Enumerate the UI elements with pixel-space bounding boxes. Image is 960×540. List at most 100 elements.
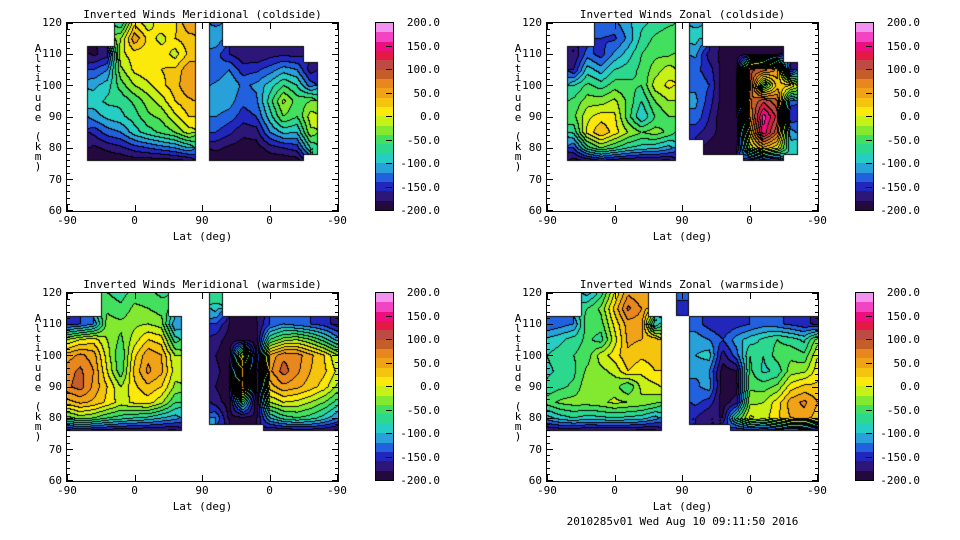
y-minor-tick bbox=[67, 436, 70, 437]
y-minor-tick bbox=[547, 443, 550, 444]
y-minor-tick bbox=[815, 455, 818, 456]
y-minor-tick bbox=[335, 67, 338, 68]
colorbar-tick bbox=[386, 116, 392, 117]
colorbar bbox=[855, 22, 874, 211]
colorbar-band bbox=[856, 330, 873, 340]
colorbar-band bbox=[376, 311, 393, 322]
y-minor-tick bbox=[335, 42, 338, 43]
y-minor-tick bbox=[67, 330, 70, 331]
colorbar-tick-label: 100.0 bbox=[406, 63, 440, 76]
colorbar-tick bbox=[866, 46, 872, 47]
colorbar-band bbox=[856, 414, 873, 424]
y-minor-tick bbox=[815, 337, 818, 338]
y-tick-label: 90 bbox=[48, 110, 62, 123]
colorbar-band bbox=[856, 107, 873, 117]
y-major-tick bbox=[332, 179, 338, 180]
y-major-tick bbox=[812, 85, 818, 86]
y-major-tick bbox=[67, 418, 73, 419]
y-minor-tick bbox=[335, 430, 338, 431]
x-tick-label: -90 bbox=[807, 214, 827, 227]
contour-canvas bbox=[67, 293, 338, 481]
y-axis-label-char: t bbox=[514, 331, 522, 345]
y-minor-tick bbox=[547, 154, 550, 155]
y-major-tick bbox=[547, 23, 553, 24]
colorbar-band bbox=[376, 302, 393, 312]
colorbar-band bbox=[376, 349, 393, 359]
y-minor-tick bbox=[547, 141, 550, 142]
x-major-tick bbox=[270, 23, 271, 29]
y-minor-tick bbox=[547, 474, 550, 475]
colorbar-tick-label: 150.0 bbox=[886, 309, 920, 323]
x-tick-label: 0 bbox=[746, 484, 753, 497]
y-minor-tick bbox=[67, 337, 70, 338]
y-minor-tick bbox=[335, 343, 338, 344]
colorbar-tick bbox=[386, 386, 392, 387]
y-axis-label-char: l bbox=[34, 51, 42, 65]
colorbar-band bbox=[856, 377, 873, 387]
y-major-tick bbox=[547, 117, 553, 118]
y-tick-label: 120 bbox=[522, 286, 542, 299]
y-minor-tick bbox=[335, 141, 338, 142]
y-minor-tick bbox=[815, 468, 818, 469]
y-minor-tick bbox=[67, 343, 70, 344]
colorbar-band bbox=[376, 69, 393, 80]
colorbar-tick-label: 200.0 bbox=[886, 286, 920, 299]
y-minor-tick bbox=[815, 318, 818, 319]
colorbar-tick bbox=[866, 433, 872, 434]
y-minor-tick bbox=[547, 430, 550, 431]
y-minor-tick bbox=[335, 166, 338, 167]
colorbar-band bbox=[376, 451, 393, 462]
plot-area bbox=[546, 22, 819, 212]
y-minor-tick bbox=[547, 305, 550, 306]
y-minor-tick bbox=[547, 29, 550, 30]
colorbar-tick-label: 200.0 bbox=[406, 16, 440, 29]
colorbar-tick bbox=[386, 187, 392, 188]
y-major-tick bbox=[67, 117, 73, 118]
y-tick-label: 60 bbox=[528, 204, 542, 217]
colorbar-tick-label: -150.0 bbox=[880, 450, 920, 464]
colorbar-band bbox=[376, 367, 393, 378]
y-tick-label: 80 bbox=[528, 411, 542, 425]
colorbar-band bbox=[376, 172, 393, 182]
x-tick-label: 0 bbox=[131, 484, 138, 497]
y-minor-tick bbox=[335, 411, 338, 412]
plot-area bbox=[66, 22, 339, 212]
y-minor-tick bbox=[67, 160, 70, 161]
x-tick-label: 90 bbox=[195, 214, 209, 227]
colorbar-tick-label: 150.0 bbox=[406, 39, 440, 53]
x-major-tick bbox=[547, 475, 548, 481]
colorbar-band bbox=[856, 433, 873, 443]
y-minor-tick bbox=[547, 461, 550, 462]
y-minor-tick bbox=[815, 129, 818, 130]
colorbar-band bbox=[856, 358, 873, 368]
y-axis-label-char: ( bbox=[514, 130, 522, 144]
y-minor-tick bbox=[547, 337, 550, 338]
y-minor-tick bbox=[335, 92, 338, 93]
y-minor-tick bbox=[335, 73, 338, 74]
y-minor-tick bbox=[815, 191, 818, 192]
colorbar-band bbox=[856, 163, 873, 173]
y-minor-tick bbox=[67, 110, 70, 111]
colorbar-band bbox=[856, 321, 873, 331]
colorbar-band bbox=[856, 79, 873, 89]
y-minor-tick bbox=[67, 42, 70, 43]
x-major-tick bbox=[67, 475, 68, 481]
colorbar-tick-label: 50.0 bbox=[893, 356, 921, 370]
y-tick-label: 80 bbox=[528, 141, 542, 155]
colorbar-band bbox=[376, 442, 393, 452]
y-axis-label-char: ( bbox=[34, 130, 42, 144]
y-minor-tick bbox=[815, 160, 818, 161]
y-minor-tick bbox=[815, 135, 818, 136]
y-minor-tick bbox=[547, 60, 550, 61]
x-tick-label: 90 bbox=[195, 484, 209, 497]
x-major-tick bbox=[135, 205, 136, 211]
x-axis-label: Lat (deg) bbox=[172, 500, 233, 513]
colorbar-tick-label: 150.0 bbox=[886, 39, 920, 53]
colorbar-tick bbox=[866, 163, 872, 164]
y-major-tick bbox=[812, 387, 818, 388]
y-major-tick bbox=[332, 418, 338, 419]
colorbar-band bbox=[376, 181, 393, 192]
y-major-tick bbox=[332, 324, 338, 325]
